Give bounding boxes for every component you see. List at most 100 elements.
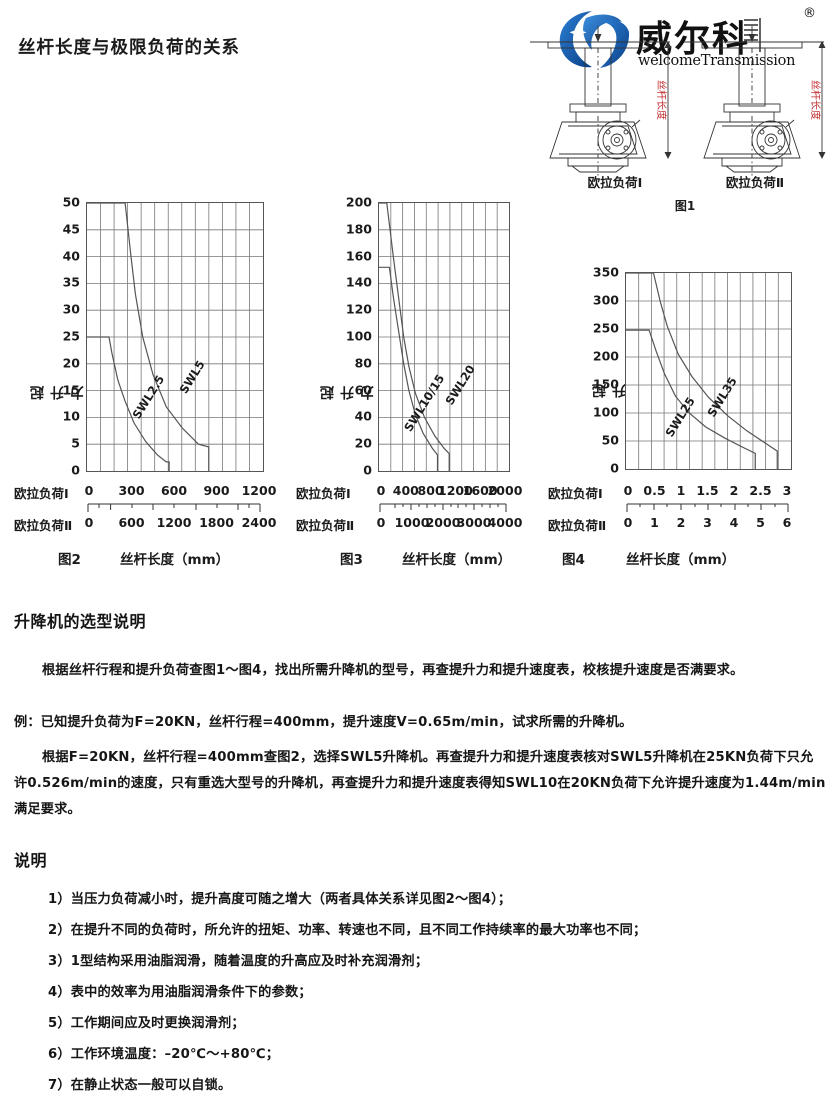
chart3-fig-number: 图3 — [340, 552, 363, 568]
y-tick-label: 100 — [592, 404, 619, 420]
chart2-fig-number: 图2 — [58, 552, 81, 568]
y-tick-label: 80 — [354, 355, 372, 371]
y-tick-label: 25 — [62, 328, 80, 344]
page-title: 丝杆长度与极限负荷的关系 — [18, 38, 240, 58]
fig1-caption-euler-1: 欧拉负荷Ⅰ — [587, 175, 643, 190]
selection-paragraph-3: 根据F=20KN，丝杆行程=400mm查图2，选择SWL5升降机。再查提升力和提… — [14, 750, 826, 817]
y-tick-label: 0 — [71, 462, 80, 478]
chart3-euler1-label: 欧拉负荷Ⅰ — [296, 486, 351, 501]
chart4-euler1-label: 欧拉负荷Ⅰ — [548, 486, 603, 501]
y-tick-label: 20 — [354, 435, 372, 451]
x-tick-label: 0 — [84, 483, 94, 498]
x-tick-label: 3 — [703, 515, 712, 530]
x-tick-label: 6 — [782, 515, 792, 530]
y-tick-label: 250 — [592, 320, 619, 336]
chart3-euler2-label: 欧拉负荷Ⅱ — [296, 518, 355, 533]
logo-brand-cn: 威尔科 — [636, 19, 751, 60]
fig1-number: 图1 — [674, 199, 696, 213]
y-tick-label: 200 — [345, 194, 372, 210]
x-tick-label: 300 — [118, 483, 145, 498]
note-item-3: 3）1型结构采用油脂润滑，随着温度的升高应及时补充润滑剂； — [48, 954, 429, 969]
chart4-ruler — [626, 503, 789, 512]
x-tick-label: 3000 — [456, 515, 492, 530]
y-tick-label: 60 — [354, 382, 372, 398]
y-tick-label: 200 — [592, 348, 619, 364]
x-tick-label: 1800 — [199, 515, 234, 530]
x-tick-label: 0 — [84, 515, 94, 530]
y-tick-label: 40 — [354, 408, 372, 424]
logo-brand-en: welcomeTransmission — [638, 53, 796, 69]
note-item-6: 6）工作环境温度：–20℃～+80℃； — [48, 1047, 280, 1062]
x-tick-label: 1200 — [437, 483, 473, 498]
x-tick-label: 1200 — [241, 483, 277, 498]
selection-paragraph-2: 例：已知提升负荷为F=20KN，丝杆行程=400mm，提升速度V=0.65m/m… — [14, 715, 633, 730]
x-tick-label: 2000 — [425, 515, 461, 530]
y-tick-label: 180 — [345, 221, 372, 237]
note-item-1: 1）当压力负荷减小时，提升高度可随之增大（两者具体关系详见图2～图4）； — [48, 892, 512, 907]
selection-paragraph-1: 根据丝杆行程和提升负荷查图1～图4，找出所需升降机的型号，再查提升力和提升速度表… — [42, 663, 744, 678]
registered-trademark-icon: ® — [803, 6, 816, 21]
notes-heading: 说明 — [14, 851, 48, 870]
x-tick-label: 1600 — [462, 483, 498, 498]
x-tick-label: 600 — [160, 483, 188, 498]
x-tick-label: 0 — [376, 515, 386, 530]
fig1-caption-euler-2: 欧拉负荷Ⅱ — [725, 175, 785, 190]
x-tick-label: 2 — [676, 515, 686, 530]
x-tick-label: 2000 — [487, 483, 523, 498]
x-tick-label: 5 — [756, 515, 765, 530]
x-tick-label: 0.5 — [643, 483, 666, 498]
fig1-screw-length-label-2: 丝杆长度 — [809, 80, 822, 120]
chart2-euler2-label: 欧拉负荷Ⅱ — [14, 518, 73, 533]
logo-hatch-decor-icon — [744, 18, 761, 52]
x-tick-label: 600 — [118, 515, 145, 530]
x-tick-label: 1 — [676, 483, 686, 498]
selection-heading: 升降机的选型说明 — [14, 612, 147, 631]
y-tick-label: 30 — [62, 301, 80, 317]
chart2-plot-area — [86, 202, 264, 472]
y-tick-label: 0 — [363, 462, 372, 478]
company-logo: 威尔科 ® welcomeTransmission — [556, 6, 834, 78]
x-tick-label: 800 — [417, 483, 444, 498]
x-tick-label: 0 — [623, 515, 633, 530]
y-tick-label: 15 — [62, 382, 80, 398]
y-tick-label: 100 — [345, 328, 372, 344]
x-tick-label: 4000 — [487, 515, 523, 530]
y-tick-label: 10 — [62, 408, 80, 424]
note-item-4: 4）表中的效率为用油脂润滑条件下的参数； — [48, 985, 312, 1000]
x-tick-label: 2 — [729, 483, 739, 498]
y-tick-label: 50 — [601, 432, 619, 448]
x-tick-label: 1200 — [156, 515, 192, 530]
y-tick-label: 150 — [592, 376, 619, 392]
x-tick-label: 0 — [623, 483, 633, 498]
chart3-plot-area — [378, 202, 510, 472]
x-tick-label: 4 — [729, 515, 739, 530]
y-tick-label: 300 — [592, 292, 619, 308]
y-tick-label: 50 — [62, 194, 80, 210]
y-tick-label: 20 — [62, 355, 80, 371]
y-tick-label: 5 — [71, 435, 80, 451]
x-tick-label: 1.5 — [696, 483, 719, 498]
note-item-5: 5）工作期间应及时更换润滑剂； — [48, 1016, 245, 1031]
chart4-x-axis-title: 丝杆长度（mm） — [626, 552, 736, 568]
note-item-2: 2）在提升不同的负荷时，所允许的扭矩、功率、转速也不同，且不同工作持续率的最大功… — [48, 923, 647, 938]
chart2-ruler — [87, 503, 261, 512]
x-tick-label: 3 — [782, 483, 792, 498]
screw-jack-drawings: 丝杆长度 丝杆长度 — [530, 26, 826, 178]
x-tick-label: 900 — [203, 483, 230, 498]
welcome-swoosh-logo-icon — [559, 11, 630, 68]
note-item-7: 7）在静止状态一般可以自锁。 — [48, 1078, 232, 1093]
screw-jack-unit-1 — [530, 26, 672, 178]
chart4-plot-area — [625, 272, 792, 470]
x-tick-label: 2.5 — [749, 483, 772, 498]
x-tick-label: 1000 — [394, 515, 430, 530]
chart4-euler2-label: 欧拉负荷Ⅱ — [548, 518, 607, 533]
chart2-euler1-label: 欧拉负荷Ⅰ — [14, 486, 69, 501]
chart3-x-axis-title: 丝杆长度（mm） — [402, 552, 512, 568]
y-tick-label: 350 — [592, 264, 619, 280]
chart2-x-axis-title: 丝杆长度（mm） — [120, 552, 230, 568]
screw-jack-unit-2 — [684, 26, 826, 178]
y-tick-label: 140 — [345, 274, 372, 290]
y-tick-label: 160 — [345, 248, 372, 264]
